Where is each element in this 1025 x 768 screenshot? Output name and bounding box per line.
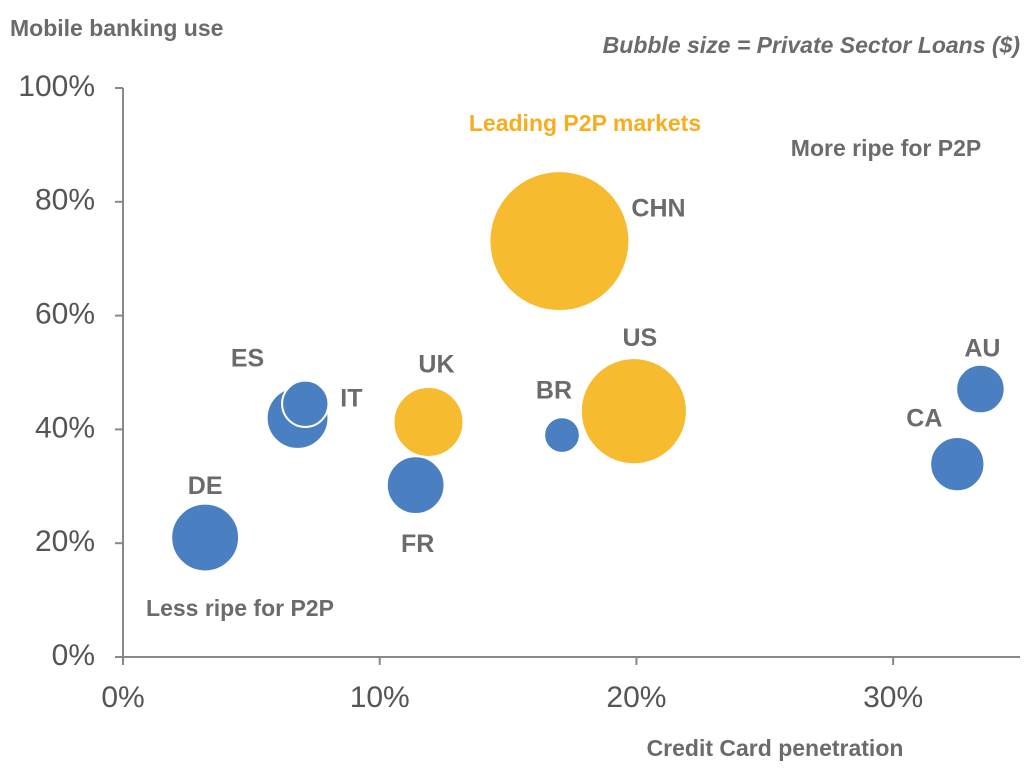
- bubble-label: UK: [418, 351, 454, 379]
- bubble: [281, 379, 330, 429]
- annotation: Less ripe for P2P: [146, 595, 334, 621]
- bubble: [579, 357, 688, 466]
- x-axis-label: Credit Card penetration: [647, 735, 904, 761]
- bubble: [385, 455, 446, 516]
- y-tick-label: 20%: [35, 525, 95, 558]
- bubble-label: CHN: [631, 195, 685, 223]
- bubble: [955, 363, 1006, 415]
- bubble-label: IT: [340, 384, 362, 412]
- y-tick-label: 80%: [35, 184, 95, 217]
- bubble: [543, 416, 581, 454]
- y-tick-label: 0%: [52, 639, 95, 672]
- annotation: Leading P2P markets: [469, 110, 701, 136]
- bubble: [170, 502, 241, 573]
- bubble: [488, 170, 631, 313]
- bubble-label: US: [622, 324, 657, 352]
- x-tick-label: 0%: [101, 681, 144, 714]
- bubble-label: AU: [964, 335, 1000, 363]
- bubble: [929, 436, 986, 493]
- y-axis-label: Mobile banking use: [10, 15, 223, 41]
- subtitle: Bubble size = Private Sector Loans ($): [603, 32, 1020, 58]
- bubble-label: BR: [536, 377, 572, 405]
- bubble: [392, 386, 465, 458]
- bubble-label: CA: [906, 405, 942, 433]
- x-tick-label: 10%: [350, 681, 410, 714]
- y-tick-label: 40%: [35, 411, 95, 444]
- bubble-label: ES: [231, 345, 264, 373]
- y-tick-label: 100%: [18, 70, 95, 103]
- y-tick-label: 60%: [35, 298, 95, 331]
- x-tick-label: 20%: [606, 681, 666, 714]
- annotation: More ripe for P2P: [791, 135, 981, 161]
- bubble-label: FR: [401, 530, 434, 558]
- x-tick-label: 30%: [863, 681, 923, 714]
- bubble-label: DE: [188, 472, 223, 500]
